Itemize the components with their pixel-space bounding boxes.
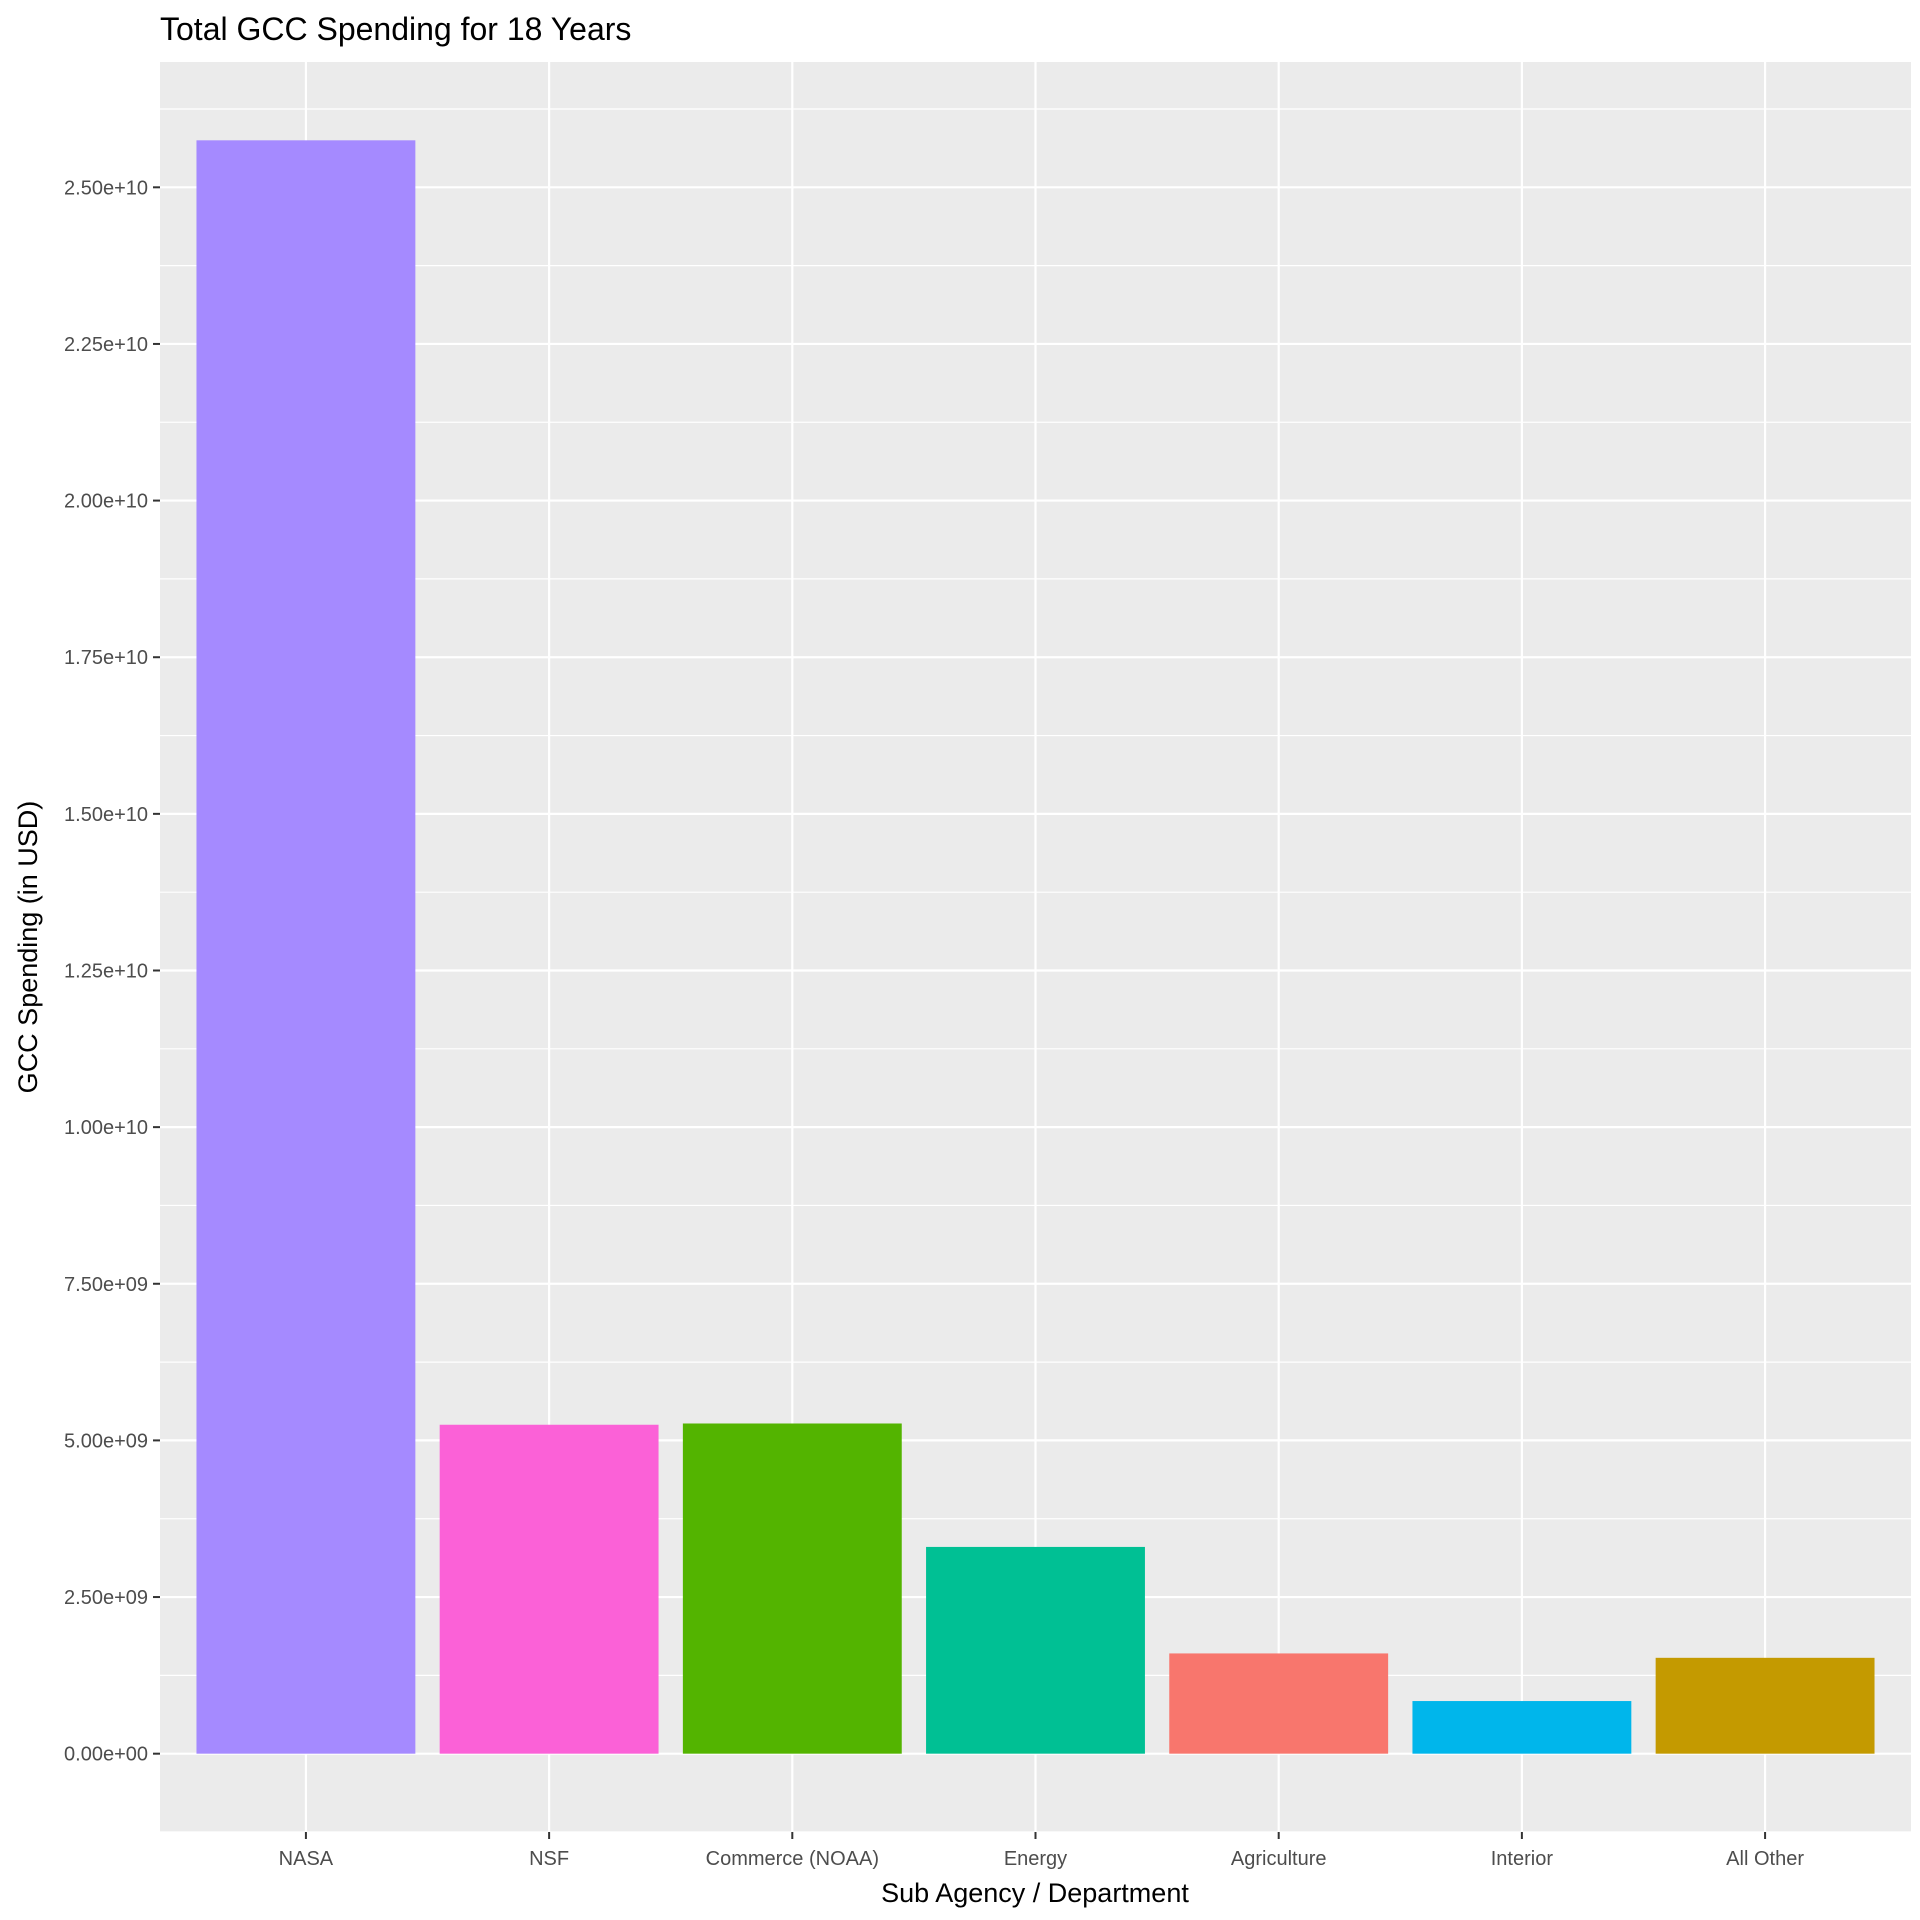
y-tick-label: 0.00e+00 bbox=[64, 1744, 148, 1766]
bar-interior bbox=[1412, 1701, 1632, 1754]
y-tick-label: 2.50e+10 bbox=[64, 177, 148, 199]
x-tick-label: Interior bbox=[1491, 1848, 1554, 1870]
bar-nasa bbox=[196, 140, 416, 1754]
x-axis: NASA NSF Commerce (NOAA) Energy Agriculture I… bbox=[279, 1832, 1804, 1870]
bar-all-other bbox=[1655, 1657, 1875, 1754]
x-tick-label: All Other bbox=[1726, 1848, 1804, 1870]
x-tick-label: Energy bbox=[1004, 1848, 1067, 1870]
x-tick-label: NSF bbox=[529, 1848, 569, 1870]
x-tick-label: Commerce (NOAA) bbox=[706, 1848, 879, 1870]
x-axis-title: Sub Agency / Department bbox=[881, 1878, 1189, 1908]
y-tick-label: 2.25e+10 bbox=[64, 334, 148, 356]
bar-nsf bbox=[439, 1424, 659, 1754]
y-tick-label: 2.50e+09 bbox=[64, 1587, 148, 1609]
y-tick-label: 5.00e+09 bbox=[64, 1430, 148, 1452]
y-tick-label: 1.00e+10 bbox=[64, 1117, 148, 1139]
y-axis: 0.00e+00 2.50e+09 5.00e+09 7.50e+09 1.00e+10… bbox=[64, 177, 160, 1766]
x-tick-label: Agriculture bbox=[1231, 1848, 1327, 1870]
bars bbox=[196, 140, 1875, 1754]
bar-commerce-noaa bbox=[682, 1423, 902, 1754]
bar-agriculture bbox=[1169, 1653, 1389, 1754]
y-tick-label: 2.00e+10 bbox=[64, 491, 148, 513]
y-tick-label: 1.25e+10 bbox=[64, 960, 148, 982]
y-tick-label: 1.75e+10 bbox=[64, 647, 148, 669]
x-tick-label: NASA bbox=[279, 1848, 334, 1870]
bar-energy bbox=[926, 1546, 1145, 1754]
chart-title: Total GCC Spending for 18 Years bbox=[160, 11, 631, 47]
y-axis-title: GCC Spending (in USD) bbox=[13, 801, 43, 1094]
y-tick-label: 1.50e+10 bbox=[64, 804, 148, 826]
y-tick-label: 7.50e+09 bbox=[64, 1274, 148, 1296]
